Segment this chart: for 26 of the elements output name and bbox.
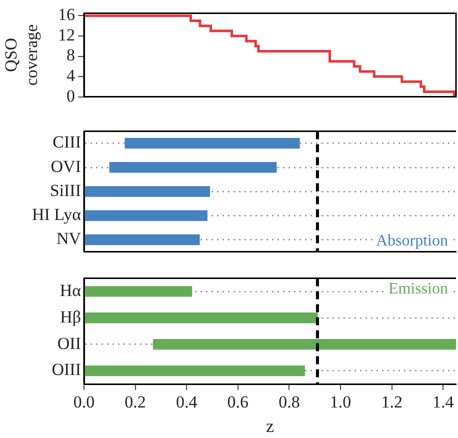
x-tick-label: 0.0 bbox=[73, 392, 95, 412]
y-tick-label: OII bbox=[57, 334, 82, 353]
y-tick-label: SiIII bbox=[50, 180, 82, 200]
y-tick-label: Hβ bbox=[60, 307, 81, 326]
annotation: Absorption bbox=[376, 232, 448, 250]
y-tick-label: 0 bbox=[66, 86, 75, 106]
y-tick-label: 4 bbox=[66, 66, 76, 85]
y-tick-label: OVI bbox=[50, 156, 82, 176]
x-tick-label: 1.4 bbox=[432, 392, 454, 412]
x-tick-label: 0.6 bbox=[227, 392, 249, 412]
y-axis-title: QSO coverage bbox=[2, 24, 42, 86]
x-axis-title: z bbox=[266, 416, 274, 436]
x-tick-label: 0.4 bbox=[176, 392, 198, 412]
y-tick-label: 16 bbox=[58, 5, 75, 24]
y-tick-label: 8 bbox=[66, 46, 75, 65]
x-tick-label: 0.2 bbox=[124, 392, 146, 412]
y-tick-label: Hα bbox=[60, 280, 82, 300]
y-tick-label: OIII bbox=[52, 360, 82, 380]
x-tick-label: 1.0 bbox=[330, 392, 352, 412]
annotation: Emission bbox=[388, 280, 448, 298]
x-tick-label: 1.2 bbox=[381, 392, 402, 412]
y-tick-label: NV bbox=[56, 229, 82, 248]
y-tick-label: HI Lyα bbox=[32, 205, 82, 224]
x-tick-label: 0.8 bbox=[278, 392, 300, 412]
y-tick-label: 12 bbox=[58, 25, 75, 44]
y-tick-label: CIII bbox=[52, 132, 82, 152]
